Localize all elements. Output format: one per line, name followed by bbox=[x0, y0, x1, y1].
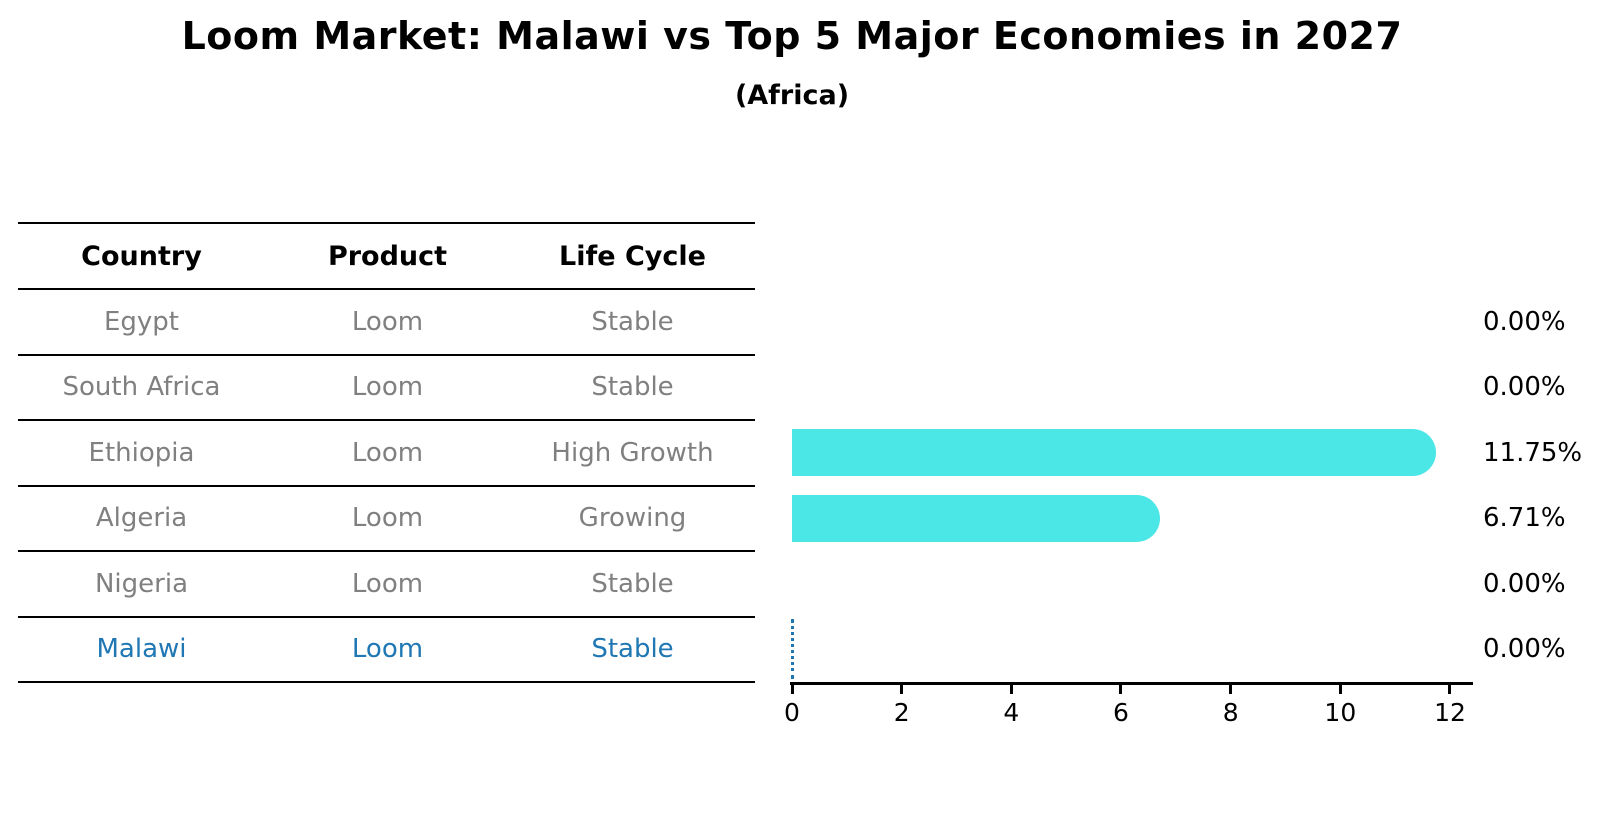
cell-product: Loom bbox=[351, 437, 424, 468]
column-header-life-cycle: Life Cycle bbox=[559, 240, 706, 272]
chart-title: Loom Market: Malawi vs Top 5 Major Econo… bbox=[181, 14, 1403, 58]
cell-country: South Africa bbox=[62, 372, 221, 403]
x-axis-tick bbox=[790, 685, 794, 694]
table-divider-line bbox=[18, 550, 755, 552]
cell-life-cycle: Stable bbox=[591, 372, 674, 403]
table-row: Nigeria Loom Stable bbox=[18, 551, 755, 617]
value-label-south-africa: 0.00% bbox=[1483, 372, 1566, 403]
table-row: Ethiopia Loom High Growth bbox=[18, 420, 755, 486]
x-axis-tick bbox=[900, 685, 904, 694]
cell-product: Loom bbox=[351, 372, 424, 403]
table-row: Malawi Loom Stable bbox=[18, 617, 755, 683]
cell-life-cycle: Stable bbox=[591, 634, 674, 665]
table-divider-line bbox=[18, 353, 755, 356]
value-label-egypt: 0.00% bbox=[1483, 306, 1566, 337]
x-axis-tick bbox=[1119, 685, 1123, 694]
x-axis-tick bbox=[1338, 685, 1342, 694]
cell-country: Egypt bbox=[103, 306, 180, 337]
x-axis-line bbox=[790, 682, 1473, 685]
cell-product: Loom bbox=[351, 503, 424, 534]
x-axis-tick-label: 0 bbox=[784, 698, 800, 727]
table-header-row: Country Product Life Cycle bbox=[18, 223, 755, 289]
x-axis-tick-label: 8 bbox=[1222, 698, 1239, 727]
cell-product: Loom bbox=[351, 634, 424, 665]
x-axis-tick bbox=[1229, 685, 1233, 694]
table-divider-line bbox=[18, 419, 755, 421]
cell-life-cycle: Stable bbox=[591, 306, 674, 337]
column-header-product: Product bbox=[327, 240, 448, 272]
cell-country: Malawi bbox=[96, 634, 187, 665]
table-row: Algeria Loom Growing bbox=[18, 486, 755, 552]
table-row: South Africa Loom Stable bbox=[18, 355, 755, 421]
table-divider-line bbox=[18, 288, 755, 290]
x-axis-tick-label: 6 bbox=[1113, 698, 1129, 727]
x-axis-tick bbox=[1009, 685, 1013, 694]
cell-life-cycle: Growing bbox=[578, 503, 687, 534]
x-axis-tick bbox=[1448, 685, 1452, 694]
highlight-marker-malawi bbox=[790, 618, 794, 679]
cell-country: Nigeria bbox=[94, 568, 189, 599]
chart-subtitle: (Africa) bbox=[734, 80, 850, 111]
table-divider-line bbox=[18, 484, 755, 487]
table-divider-line bbox=[18, 615, 755, 618]
bar-ethiopia bbox=[792, 429, 1436, 477]
table-divider-line bbox=[18, 222, 755, 224]
cell-product: Loom bbox=[351, 306, 424, 337]
cell-life-cycle: High Growth bbox=[551, 437, 714, 468]
cell-life-cycle: Stable bbox=[591, 568, 674, 599]
x-axis-tick-label: 4 bbox=[1003, 698, 1020, 727]
x-axis-tick-label: 12 bbox=[1434, 698, 1466, 727]
value-label-algeria: 6.71% bbox=[1483, 503, 1566, 534]
value-label-nigeria: 0.00% bbox=[1483, 568, 1566, 599]
table-row: Egypt Loom Stable bbox=[18, 289, 755, 355]
column-header-country: Country bbox=[81, 240, 202, 272]
value-label-malawi: 0.00% bbox=[1483, 634, 1566, 665]
cell-country: Algeria bbox=[95, 503, 188, 534]
x-axis-tick-label: 2 bbox=[893, 698, 910, 727]
x-axis-tick-label: 10 bbox=[1324, 698, 1357, 727]
bar-algeria bbox=[792, 494, 1160, 542]
cell-product: Loom bbox=[351, 568, 424, 599]
table-divider-line bbox=[18, 681, 755, 683]
value-label-ethiopia: 11.75% bbox=[1483, 437, 1583, 468]
cell-country: Ethiopia bbox=[88, 437, 195, 468]
